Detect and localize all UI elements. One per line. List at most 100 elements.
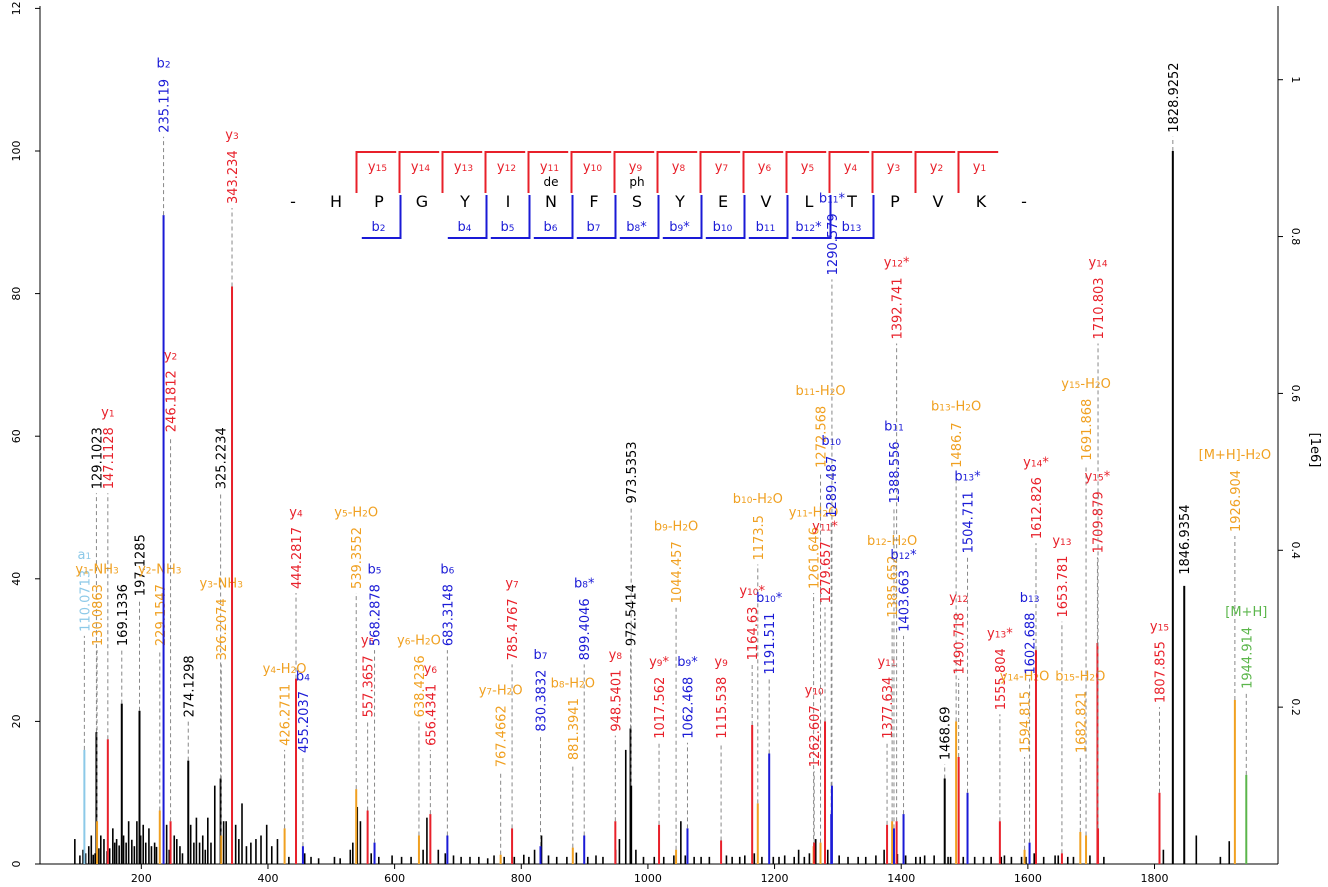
peak-ion-label: b10 [821, 434, 841, 449]
peak-mz-label: 1653.781 [1056, 556, 1071, 618]
peak-ion-label: y13* [987, 626, 1013, 641]
y-ion-label: y12 [497, 160, 516, 175]
peptide-residue: L [805, 192, 814, 211]
peak-mz-label: 343.234 [226, 150, 241, 204]
b-ion-label: b8* [626, 220, 647, 235]
peak-ion-label: [M+H] [1225, 605, 1267, 620]
peptide-residue: G [416, 192, 428, 211]
peak-ion-label: b12* [890, 548, 917, 563]
peak-ion-label: y13 [1052, 534, 1071, 549]
peak-mz-label: 130.0863 [91, 584, 106, 646]
b-ion-label: b7 [587, 220, 601, 235]
y-ion-bracket [785, 151, 827, 193]
y-ion-bracket [613, 151, 655, 193]
peak-mz-label: 426.2711 [279, 684, 294, 746]
b-ion-bracket [447, 195, 488, 239]
peak-mz-label: 1115.538 [715, 677, 730, 739]
peak-mz-label: 1944.914 [1240, 627, 1255, 689]
y-ion-bracket [484, 151, 526, 193]
b-ion-bracket [533, 195, 574, 239]
y2-tick-label: 1 [1289, 76, 1302, 83]
unannotated-peaks [74, 749, 1231, 864]
b-ion-bracket [834, 195, 875, 239]
peak-mz-label: 557.3657 [362, 655, 377, 717]
peak-mz-label: 785.4767 [506, 598, 521, 660]
peptide-residue: P [890, 192, 900, 211]
peak-mz-label: 881.3941 [567, 698, 582, 760]
y-tick-label: 80 [10, 287, 23, 301]
peak-mz-label: 129.1023 [90, 427, 105, 489]
peak-mz-label: 274.1298 [182, 655, 197, 717]
b-ion-label: b13 [842, 220, 862, 235]
peak-mz-label: 1846.9354 [1178, 504, 1193, 574]
b-ion-bracket [619, 195, 660, 239]
residue-modification: de [544, 175, 559, 189]
peptide-residue: F [589, 192, 598, 211]
peak-ion-label: y8 [609, 648, 623, 663]
peak-ion-label: b11 [884, 420, 904, 435]
y-ion-bracket [828, 151, 870, 193]
peptide-fragment-map: - H P G Y I N F S Y E V L T P V K - de ph y15 y14 y13 y12 y11 y10… [290, 151, 1027, 239]
x-tick-label: 800 [511, 872, 532, 885]
peak-ion-label: y1-NH3 [75, 562, 118, 577]
b-ion-label: b11 [756, 220, 776, 235]
peak-ion-label: y12* [884, 256, 910, 271]
x-tick-label: 600 [384, 872, 405, 885]
peak-ion-label: y9* [649, 655, 669, 670]
peak-mz-label: 246.1812 [165, 370, 180, 432]
b-ion-label: b12* [795, 220, 822, 235]
peak-mz-label: 1392.741 [891, 277, 906, 339]
x-tick-label: 1400 [887, 872, 915, 885]
y-tick-label: 60 [10, 429, 23, 443]
peak-mz-label: 326.2074 [215, 598, 230, 660]
peak-ion-label: b10-H2O [733, 492, 783, 507]
peptide-residue: Y [459, 192, 470, 211]
b-ion-label: b5 [501, 220, 515, 235]
peak-mz-label: 1682.821 [1074, 691, 1089, 753]
peak-mz-label: 973.5353 [625, 441, 640, 503]
y-ion-bracket [441, 151, 483, 193]
peak-mz-label: 1272.568 [815, 406, 830, 468]
peak-ion-label: y15* [1085, 470, 1111, 485]
peak-ion-label: y12 [949, 591, 968, 606]
peak-ion-label: y15 [1150, 619, 1169, 634]
peak-mz-label: 169.1336 [116, 584, 131, 646]
y2-tick-label: 0.4 [1289, 542, 1302, 560]
b-ion-label: b10 [713, 220, 733, 235]
peak-ion-label: y11 [877, 655, 896, 670]
peak-ion-label: y14* [1023, 455, 1049, 470]
peak-ion-label: b11* [819, 192, 846, 207]
b-ion-label: b2 [372, 220, 386, 235]
y-ion-label: y13 [454, 160, 473, 175]
peptide-residue: P [374, 192, 384, 211]
peak-mz-label: 683.3148 [441, 584, 456, 646]
y-ion-bracket [527, 151, 569, 193]
x-tick-label: 1600 [1014, 872, 1042, 885]
b-ion-label: b9* [669, 220, 690, 235]
peak-ion-label: y7-H2O [479, 684, 523, 699]
peak-ion-label: b4 [296, 669, 310, 684]
peak-mz-label: 455.2037 [297, 691, 312, 753]
b-ion-bracket [705, 195, 746, 239]
x-tick-label: 1000 [634, 872, 662, 885]
peak-ion-label: b13 [1020, 591, 1040, 606]
peak-mz-label: 539.3552 [350, 527, 365, 589]
peptide-residue: K [976, 192, 987, 211]
peak-ion-label: b2 [157, 57, 171, 72]
peak-mz-label: 147.1128 [102, 427, 117, 489]
y2-tick-label: 0.2 [1289, 698, 1302, 716]
peak-ion-label: b9-H2O [654, 520, 698, 535]
peak-mz-label: 1709.879 [1091, 491, 1106, 553]
peak-mz-label: 110.0713 [78, 570, 93, 632]
peak-mz-label: 656.4341 [424, 684, 439, 746]
peak-mz-label: 972.5414 [625, 584, 640, 646]
peptide-residue: V [761, 192, 772, 211]
peak-mz-label: 1468.69 [939, 706, 954, 760]
y2-tick-label: 0.6 [1289, 385, 1302, 403]
peak-ion-label: y2-NH3 [138, 562, 181, 577]
peak-mz-label: 1290.579 [826, 213, 841, 275]
y-ion-label: y11 [540, 160, 559, 175]
peptide-residue: - [1021, 192, 1027, 211]
peak-ion-label: b8* [574, 577, 595, 592]
peak-ion-label: y10 [805, 684, 824, 699]
